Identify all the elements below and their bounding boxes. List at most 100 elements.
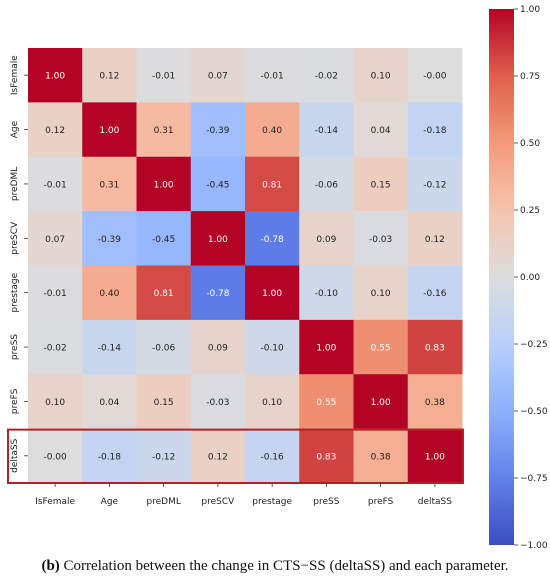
cell-value-label: 0.40 xyxy=(99,289,119,299)
heatmap-cell xyxy=(299,211,354,266)
column-label: IsFemale xyxy=(35,497,75,507)
heatmap-cell xyxy=(136,156,192,212)
colorbar-tick-label: 0.00 xyxy=(520,273,540,283)
heatmap-cell xyxy=(299,428,354,484)
heatmap-cell xyxy=(28,265,83,321)
colorbar-tick-label: −0.25 xyxy=(520,340,548,350)
heatmap-cell xyxy=(245,428,300,484)
heatmap-cell xyxy=(190,319,246,375)
heatmap-cell xyxy=(353,265,409,321)
cell-value-label: 1.00 xyxy=(425,452,445,462)
heatmap-cell xyxy=(28,211,83,266)
heatmap-cell xyxy=(190,428,246,484)
heatmap-cell xyxy=(28,156,83,212)
cell-value-label: 1.00 xyxy=(154,180,174,190)
heatmap-cell xyxy=(245,156,300,212)
heatmap-cell xyxy=(136,102,192,158)
colorbar-tick-label: −1.00 xyxy=(520,541,548,551)
cell-value-label: 0.38 xyxy=(371,452,391,462)
cell-value-label: 0.04 xyxy=(371,126,391,136)
cell-value-label: -0.10 xyxy=(260,344,284,354)
colorbar-tick-label: 0.50 xyxy=(520,139,540,149)
heatmap-cell xyxy=(245,48,300,103)
heatmap-cell xyxy=(353,102,409,158)
cell-value-label: 0.12 xyxy=(208,452,228,462)
cell-value-label: 0.15 xyxy=(154,398,174,408)
heatmap-cell xyxy=(353,156,409,212)
cell-value-label: 0.10 xyxy=(371,289,391,299)
row-label: preDML xyxy=(10,167,20,201)
heatmap-cell xyxy=(245,211,300,266)
row-label: preSCV xyxy=(10,221,20,255)
correlation-heatmap: 1.00 0.12 -0.01 0.07 -0.01 -0.02 0.10 -0.00 0.12… xyxy=(7,5,548,551)
heatmap-cell xyxy=(407,319,463,375)
heatmap-cell xyxy=(82,374,137,430)
heatmap-cell xyxy=(28,319,83,375)
cell-value-label: -0.45 xyxy=(152,235,175,245)
cell-value-label: -0.39 xyxy=(98,235,122,245)
caption-text: Correlation between the change in CTS−SS… xyxy=(63,558,509,574)
cell-value-label: -0.02 xyxy=(43,344,66,354)
colorbar-tick-label: −0.75 xyxy=(520,474,548,484)
cell-value-label: -0.01 xyxy=(43,289,66,299)
heatmap-cell xyxy=(245,102,300,158)
heatmap-cell-labels: 1.00 0.12 -0.01 0.07 -0.01 -0.02 0.10 -0.00 0.12… xyxy=(43,72,446,463)
heatmap-cell xyxy=(407,265,463,321)
cell-value-label: -0.03 xyxy=(206,398,229,408)
heatmap-cell xyxy=(190,374,246,430)
cell-value-label: 0.04 xyxy=(99,398,119,408)
cell-value-label: -0.01 xyxy=(43,180,66,190)
cell-value-label: 1.00 xyxy=(99,126,119,136)
heatmap-cell xyxy=(353,48,409,103)
cell-value-label: -0.01 xyxy=(152,72,175,82)
colorbar-tick-label: 0.25 xyxy=(520,206,540,216)
cell-value-label: 0.12 xyxy=(425,235,445,245)
heatmap-cell xyxy=(190,48,246,103)
cell-value-label: 0.81 xyxy=(262,180,282,190)
cell-value-label: 0.07 xyxy=(208,72,228,82)
heatmap-cell xyxy=(407,48,463,103)
heatmap-cell xyxy=(407,374,463,430)
colorbar-tick-label: −0.50 xyxy=(520,407,548,417)
caption-label: (b) xyxy=(41,558,60,574)
cell-value-label: -0.14 xyxy=(98,344,122,354)
figure-caption: (b) Correlation between the change in CT… xyxy=(0,558,550,575)
cell-value-label: -0.02 xyxy=(315,72,338,82)
heatmap-cells xyxy=(28,48,463,484)
cell-value-label: 0.10 xyxy=(371,72,391,82)
cell-value-label: 0.10 xyxy=(45,398,65,408)
heatmap-cell xyxy=(190,156,246,212)
cell-value-label: 0.09 xyxy=(208,344,228,354)
cell-value-label: 0.55 xyxy=(316,398,336,408)
cell-value-label: 1.00 xyxy=(208,235,228,245)
column-label: preSS xyxy=(313,497,339,507)
heatmap-cell xyxy=(299,265,354,321)
cell-value-label: -0.18 xyxy=(423,126,447,136)
row-labels: IsFemale Age preDML preSCV prestage preSS preF… xyxy=(10,55,28,473)
cell-value-label: -0.00 xyxy=(43,452,67,462)
heatmap-cell xyxy=(299,374,354,430)
cell-value-label: -0.18 xyxy=(98,452,122,462)
cell-value-label: 1.00 xyxy=(262,289,282,299)
row-label: deltaSS xyxy=(10,438,20,473)
column-label: deltaSS xyxy=(418,497,453,507)
cell-value-label: 0.38 xyxy=(425,398,445,408)
heatmap-cell xyxy=(136,319,192,375)
cell-value-label: -0.12 xyxy=(152,452,175,462)
heatmap-cell xyxy=(299,319,354,375)
column-label: Age xyxy=(101,497,119,507)
cell-value-label: -0.78 xyxy=(206,289,230,299)
heatmap-cell xyxy=(136,374,192,430)
heatmap-cell xyxy=(353,428,409,484)
column-label: preFS xyxy=(368,497,394,507)
cell-value-label: -0.06 xyxy=(152,344,176,354)
heatmap-cell xyxy=(299,102,354,158)
cell-value-label: -0.78 xyxy=(260,235,284,245)
heatmap-cell xyxy=(82,428,137,484)
heatmap-cell xyxy=(190,211,246,266)
cell-value-label: -0.16 xyxy=(260,452,284,462)
cell-value-label: 0.12 xyxy=(45,126,65,136)
cell-value-label: 0.12 xyxy=(99,72,119,82)
heatmap-cell xyxy=(28,428,83,484)
heatmap-cell xyxy=(82,48,137,103)
